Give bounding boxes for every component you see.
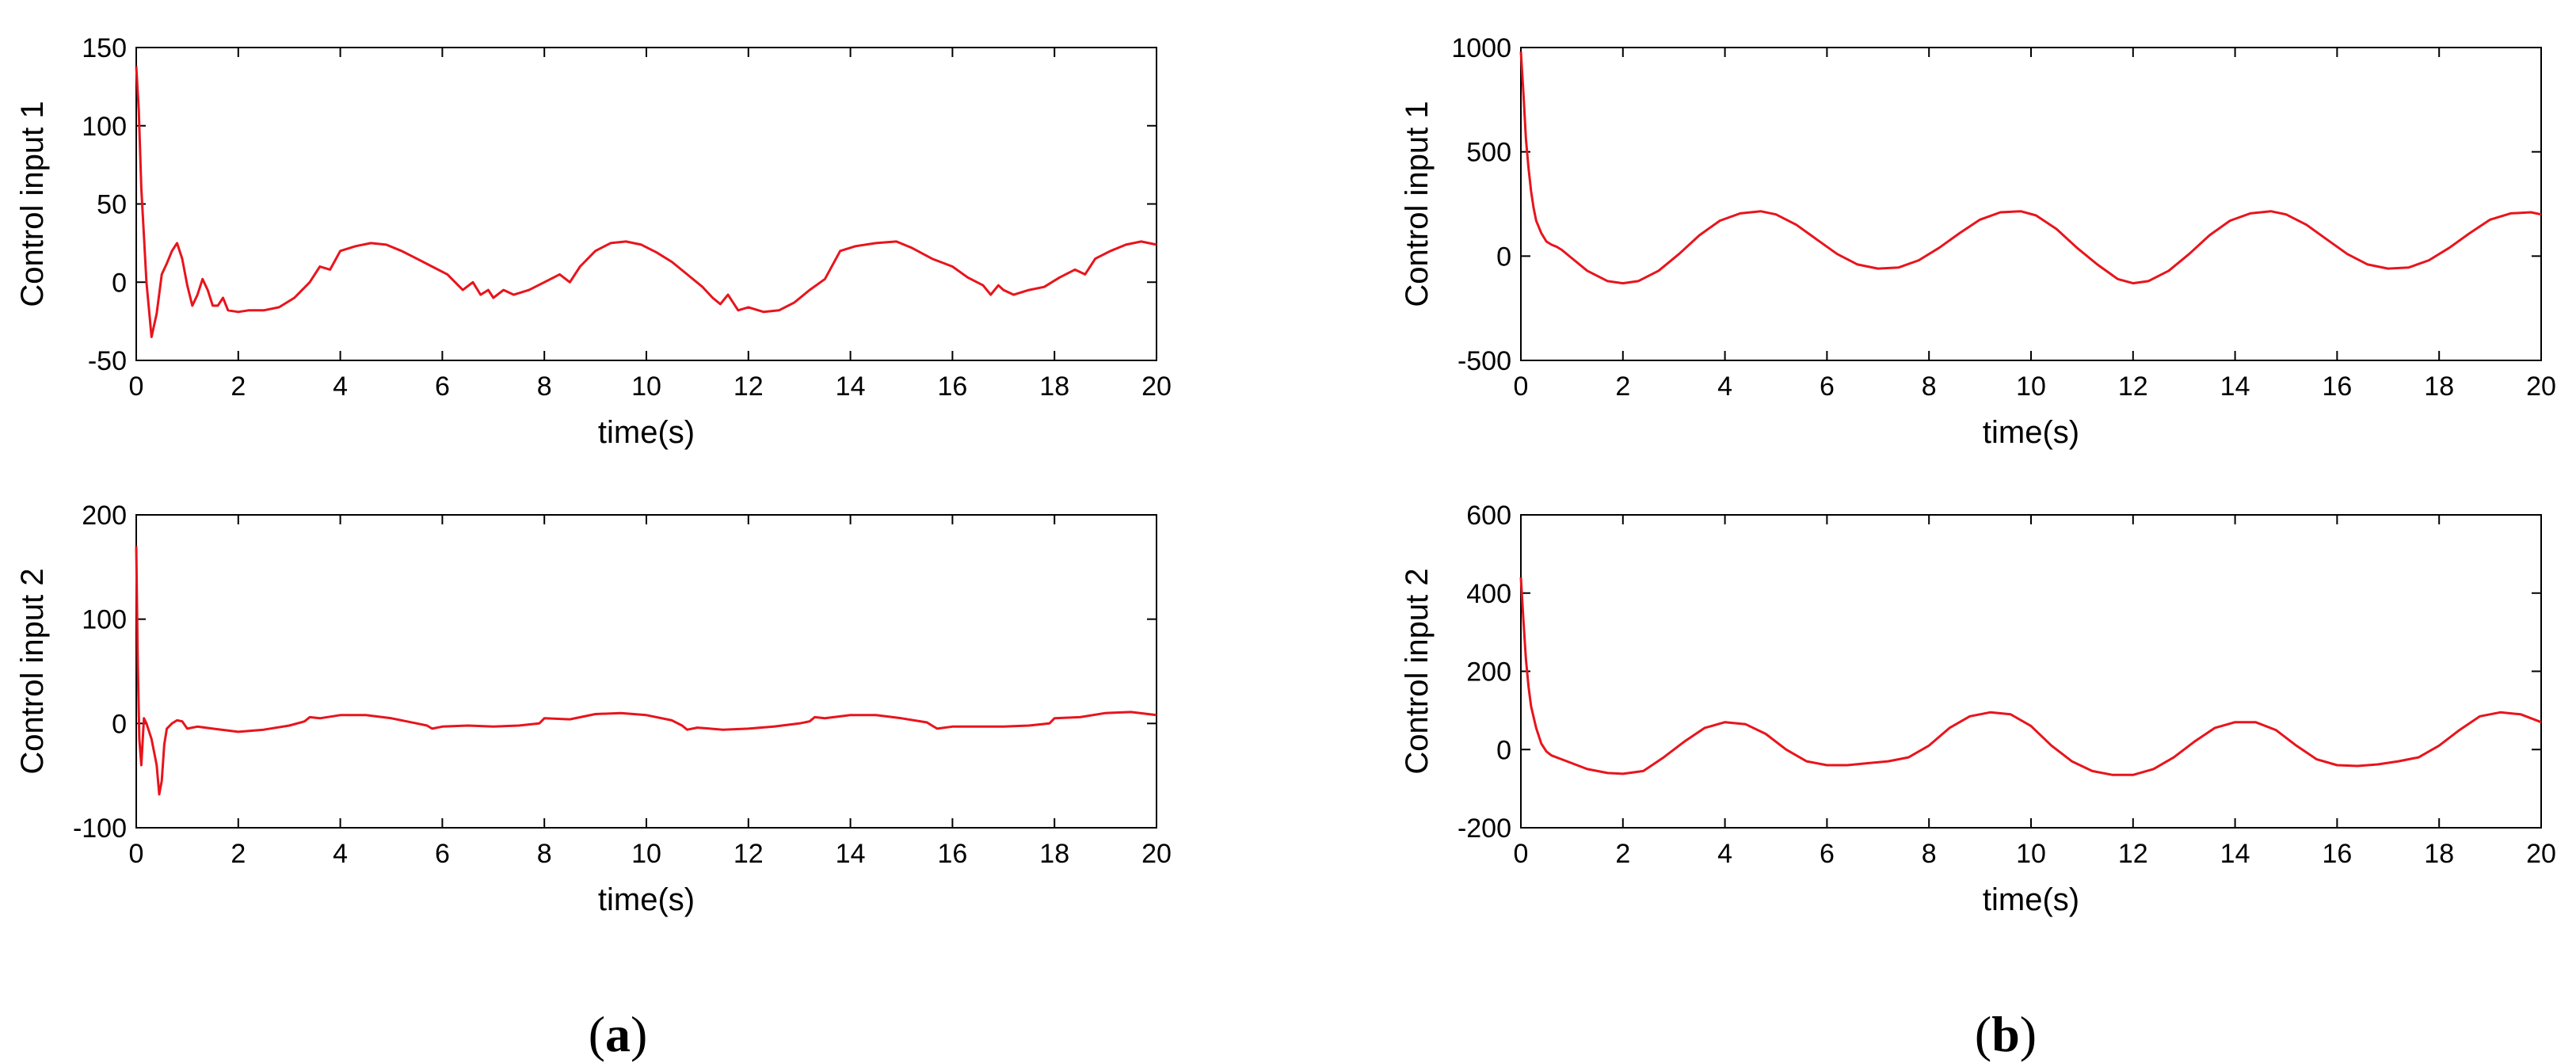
y-axis-label: Control input 1 bbox=[15, 101, 50, 307]
x-tick-label: 4 bbox=[333, 371, 348, 402]
series-line-1 bbox=[1519, 577, 2542, 776]
panel-label-b: (b) bbox=[1974, 1006, 2037, 1062]
x-axis-label: time(s) bbox=[1983, 882, 2079, 917]
y-tick-label: 200 bbox=[1466, 657, 1511, 688]
x-tick-label: 4 bbox=[333, 839, 348, 869]
x-tick-label: 12 bbox=[2118, 839, 2148, 869]
y-tick-label: 100 bbox=[82, 112, 127, 142]
x-tick-label: 6 bbox=[1820, 839, 1835, 869]
y-tick-label: 100 bbox=[82, 605, 127, 635]
x-tick-label: 10 bbox=[631, 371, 661, 402]
x-tick-label: 2 bbox=[231, 839, 246, 869]
series-line-1 bbox=[135, 66, 1157, 338]
x-tick-label: 12 bbox=[734, 839, 764, 869]
y-tick-label: -200 bbox=[1458, 813, 1511, 844]
x-tick-label: 6 bbox=[435, 839, 450, 869]
x-axis-label: time(s) bbox=[1983, 415, 2079, 450]
x-tick-label: 0 bbox=[1514, 839, 1529, 869]
x-tick-label: 20 bbox=[2526, 371, 2556, 402]
x-tick-label: 16 bbox=[937, 839, 967, 869]
x-tick-label: 16 bbox=[937, 371, 967, 402]
series-line-1 bbox=[135, 546, 1157, 796]
x-tick-label: 18 bbox=[2424, 371, 2454, 402]
x-tick-label: 10 bbox=[2016, 839, 2046, 869]
axes-box bbox=[1520, 514, 2542, 829]
panel-label-a-letter: a bbox=[605, 1006, 631, 1062]
x-tick-label: 2 bbox=[1615, 371, 1630, 402]
y-tick-label: 0 bbox=[112, 709, 127, 739]
x-tick-label: 0 bbox=[1514, 371, 1529, 402]
y-tick-label: 200 bbox=[82, 501, 127, 531]
x-tick-label: 14 bbox=[836, 371, 866, 402]
x-tick-label: 14 bbox=[2220, 839, 2250, 869]
axes-box bbox=[135, 514, 1157, 829]
x-tick-label: 10 bbox=[631, 839, 661, 869]
panel-label-a: (a) bbox=[588, 1006, 648, 1062]
x-tick-label: 6 bbox=[435, 371, 450, 402]
y-axis-label: Control input 1 bbox=[1400, 101, 1435, 307]
x-tick-label: 2 bbox=[1615, 839, 1630, 869]
x-tick-label: 18 bbox=[1039, 839, 1069, 869]
x-tick-label: 4 bbox=[1717, 839, 1732, 869]
y-tick-label: 1000 bbox=[1451, 33, 1511, 63]
x-tick-label: 16 bbox=[2322, 371, 2352, 402]
y-tick-label: -50 bbox=[88, 346, 127, 376]
x-tick-label: 18 bbox=[2424, 839, 2454, 869]
y-tick-label: 400 bbox=[1466, 579, 1511, 609]
x-tick-label: 8 bbox=[537, 839, 552, 869]
x-tick-label: 0 bbox=[129, 839, 144, 869]
x-tick-label: 8 bbox=[1922, 371, 1937, 402]
y-tick-label: 500 bbox=[1466, 138, 1511, 168]
y-tick-label: 0 bbox=[112, 268, 127, 298]
x-tick-label: 20 bbox=[1141, 371, 1172, 402]
x-tick-label: 14 bbox=[2220, 371, 2250, 402]
y-tick-label: -500 bbox=[1458, 346, 1511, 376]
x-tick-label: 12 bbox=[734, 371, 764, 402]
panel-label-b-letter: b bbox=[1991, 1006, 2020, 1062]
x-tick-label: 20 bbox=[2526, 839, 2556, 869]
subplot-2: 0 2 4 6 8 10 12 14 16 18 20-1000100200time(s)Contr… bbox=[15, 501, 1172, 917]
x-tick-label: 18 bbox=[1039, 371, 1069, 402]
x-tick-label: 8 bbox=[1922, 839, 1937, 869]
y-tick-label: 600 bbox=[1466, 501, 1511, 531]
y-tick-label: 150 bbox=[82, 33, 127, 63]
y-tick-label: -100 bbox=[73, 813, 127, 844]
x-tick-label: 8 bbox=[537, 371, 552, 402]
x-tick-label: 16 bbox=[2322, 839, 2352, 869]
subplot-3: 0 2 4 6 8 10 12 14 16 18 20-50005001000time(s)Cont… bbox=[1400, 33, 2556, 450]
subplot-4: 0 2 4 6 8 10 12 14 16 18 20-2000200400600time(s)Co… bbox=[1400, 501, 2556, 917]
series-line-1 bbox=[1519, 51, 2542, 285]
x-axis-label: time(s) bbox=[598, 882, 695, 917]
x-tick-label: 6 bbox=[1820, 371, 1835, 402]
y-tick-label: 50 bbox=[97, 190, 127, 220]
x-axis-label: time(s) bbox=[598, 415, 695, 450]
y-axis-label: Control input 2 bbox=[1400, 568, 1435, 774]
y-tick-label: 0 bbox=[1496, 242, 1511, 272]
x-tick-label: 4 bbox=[1717, 371, 1732, 402]
x-tick-label: 0 bbox=[129, 371, 144, 402]
x-tick-label: 12 bbox=[2118, 371, 2148, 402]
axes-box bbox=[1520, 47, 2542, 361]
y-axis-label: Control input 2 bbox=[15, 568, 50, 774]
y-tick-label: 0 bbox=[1496, 735, 1511, 765]
x-tick-label: 20 bbox=[1141, 839, 1172, 869]
x-tick-label: 2 bbox=[231, 371, 246, 402]
x-tick-label: 14 bbox=[836, 839, 866, 869]
x-tick-label: 10 bbox=[2016, 371, 2046, 402]
axes-box bbox=[135, 47, 1157, 361]
subplot-1: 0 2 4 6 8 10 12 14 16 18 20-50050100150time(s)Cont… bbox=[15, 33, 1172, 450]
